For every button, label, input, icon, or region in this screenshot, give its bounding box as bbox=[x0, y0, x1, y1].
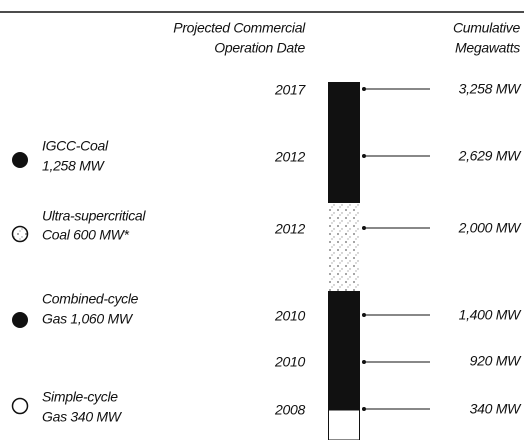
date: 2010 bbox=[274, 308, 305, 324]
legend-dot bbox=[12, 152, 28, 168]
legend-dot bbox=[12, 312, 28, 328]
legend-label: Gas 1,060 MW bbox=[42, 311, 134, 327]
date: 2017 bbox=[274, 82, 306, 98]
legend-label: 1,258 MW bbox=[42, 158, 105, 174]
segment bbox=[328, 203, 360, 291]
leader-dot bbox=[362, 226, 366, 230]
legend-label: IGCC-Coal bbox=[42, 138, 109, 154]
legend-label: Ultra-supercritical bbox=[42, 208, 146, 224]
mw-label: 920 MW bbox=[470, 353, 522, 369]
header: Cumulative bbox=[453, 20, 521, 36]
segment bbox=[328, 82, 360, 203]
leader-dot bbox=[362, 407, 366, 411]
date: 2010 bbox=[274, 354, 305, 370]
leader-dot bbox=[362, 87, 366, 91]
date: 2012 bbox=[274, 221, 305, 237]
segment bbox=[328, 291, 360, 410]
legend-label: Combined-cycle bbox=[42, 291, 139, 307]
legend-label: Simple-cycle bbox=[42, 389, 118, 405]
legend-dot bbox=[11, 225, 29, 243]
mw-label: 1,400 MW bbox=[459, 307, 522, 323]
legend-dot bbox=[11, 397, 29, 415]
header: Projected Commercial bbox=[173, 20, 306, 36]
header: Operation Date bbox=[214, 40, 305, 56]
header: Megawatts bbox=[455, 40, 520, 56]
leader-dot bbox=[362, 313, 366, 317]
legend-label: Coal 600 MW* bbox=[42, 227, 130, 243]
leader-dot bbox=[362, 154, 366, 158]
segment bbox=[328, 409, 360, 441]
date: 2008 bbox=[274, 402, 305, 418]
leader-dot bbox=[362, 360, 366, 364]
mw-label: 340 MW bbox=[470, 401, 522, 417]
mw-label: 3,258 MW bbox=[459, 81, 522, 97]
date: 2012 bbox=[274, 149, 305, 165]
stack-bar bbox=[328, 82, 360, 441]
legend-label: Gas 340 MW bbox=[42, 409, 123, 425]
mw-label: 2,000 MW bbox=[458, 220, 522, 236]
mw-label: 2,629 MW bbox=[458, 148, 522, 164]
